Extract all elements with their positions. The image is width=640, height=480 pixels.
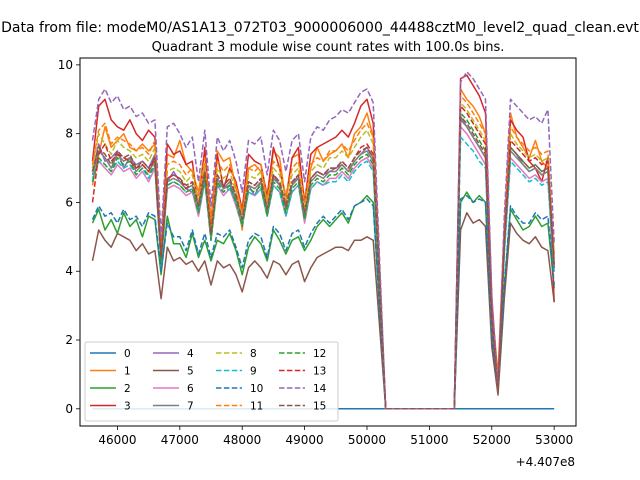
legend-label-14: 14	[313, 383, 327, 395]
x-tick-label: 53000	[535, 433, 573, 447]
legend-label-4: 4	[187, 348, 194, 360]
x-tick-label: 47000	[161, 433, 199, 447]
legend-label-6: 6	[187, 383, 194, 395]
y-tick-label: 8	[65, 127, 73, 141]
legend-label-5: 5	[187, 366, 194, 378]
chart-title: Quadrant 3 module wise count rates with …	[152, 40, 505, 55]
y-tick-label: 6	[65, 195, 73, 209]
legend-label-7: 7	[187, 401, 194, 413]
legend-label-1: 1	[124, 366, 131, 378]
legend-label-2: 2	[124, 383, 131, 395]
legend-box	[84, 341, 339, 422]
x-tick-label: 46000	[98, 433, 136, 447]
plot-area-frame	[79, 57, 577, 427]
y-tick-label: 4	[65, 264, 73, 278]
x-tick-label: 50000	[348, 433, 386, 447]
legend-label-9: 9	[250, 366, 257, 378]
series-line-10	[91, 194, 555, 410]
legend-label-13: 13	[313, 366, 326, 378]
y-tick-label: 10	[58, 58, 73, 72]
x-tick-label: 52000	[473, 433, 511, 447]
series-line-15	[91, 115, 555, 410]
y-tick-label: 0	[65, 402, 73, 416]
axis-ticks: 46000 47000 48000 49000 50000 51000 52000 53000…	[58, 58, 574, 447]
legend-label-12: 12	[313, 348, 326, 360]
legend-label-15: 15	[313, 401, 326, 413]
legend-label-10: 10	[250, 383, 263, 395]
legend-label-8: 8	[250, 348, 257, 360]
x-offset-label: +4.407e8	[516, 455, 575, 469]
legend-label-3: 3	[124, 401, 131, 413]
series-line-14	[91, 71, 555, 410]
series-lines	[91, 71, 555, 410]
figure-suptitle: Data from file: modeM0/AS1A13_072T03_900…	[1, 20, 639, 36]
x-tick-label: 49000	[286, 433, 324, 447]
series-line-5	[91, 212, 555, 410]
legend-label-0: 0	[124, 348, 131, 360]
x-tick-label: 51000	[410, 433, 448, 447]
x-tick-label: 48000	[223, 433, 261, 447]
y-tick-label: 2	[65, 333, 73, 347]
legend-label-11: 11	[250, 401, 263, 413]
